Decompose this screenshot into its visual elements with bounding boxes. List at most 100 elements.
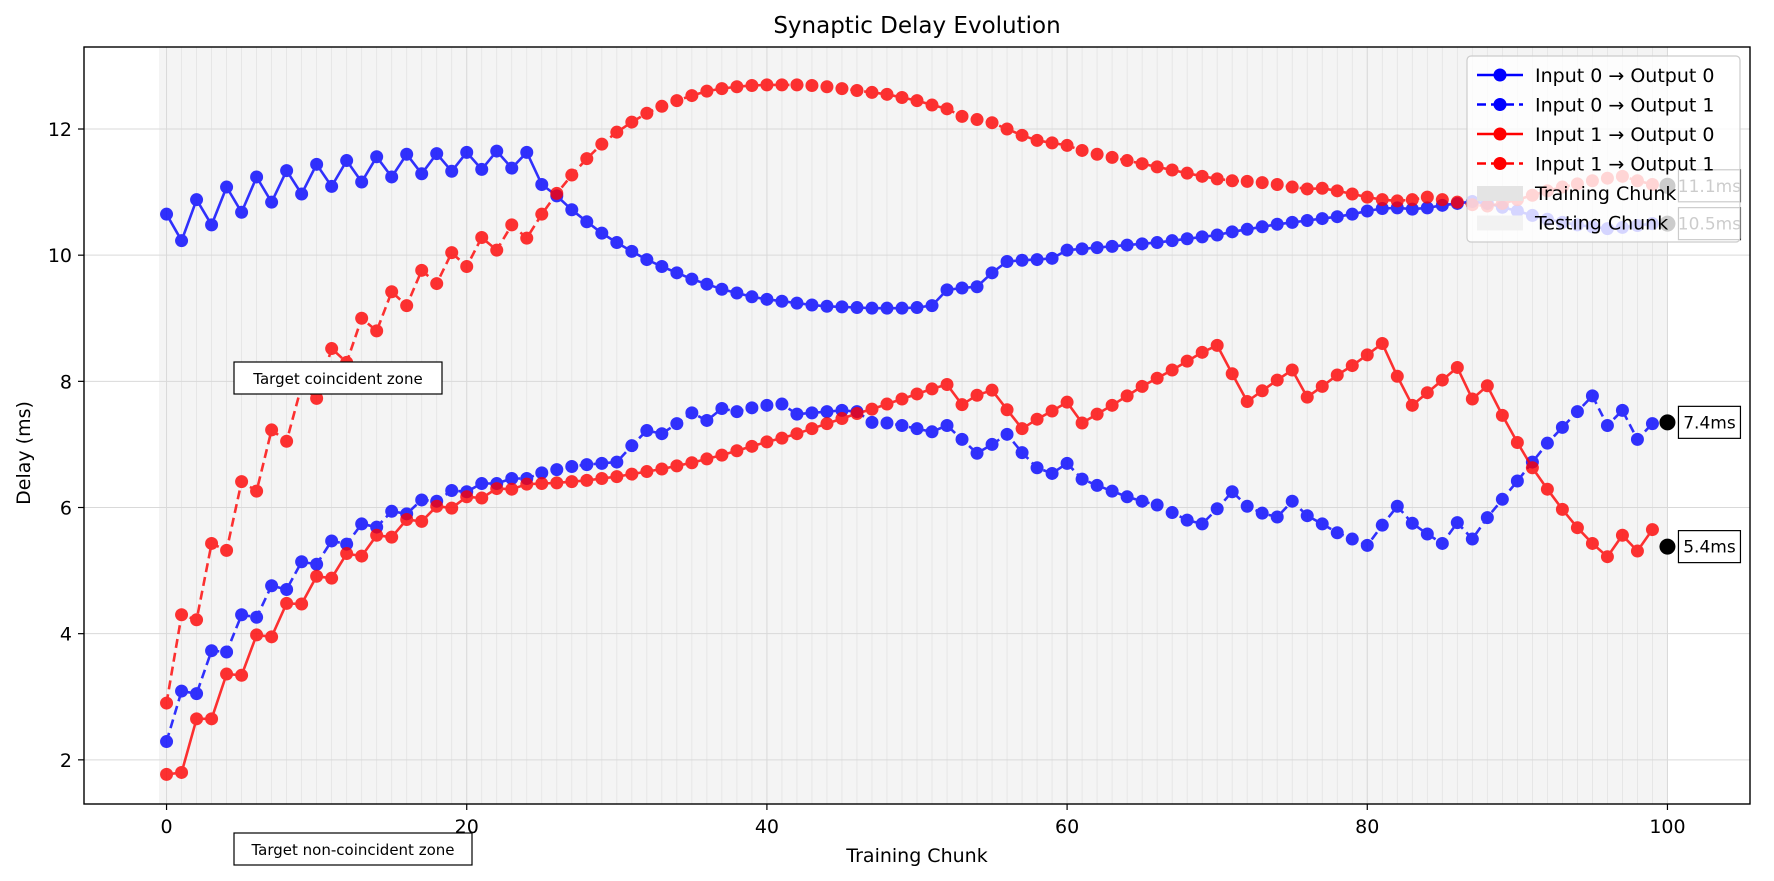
data-point (835, 300, 849, 314)
data-point (700, 413, 714, 427)
data-point (1030, 412, 1044, 426)
data-point (370, 324, 384, 338)
data-point (700, 277, 714, 291)
data-point (1150, 371, 1164, 385)
data-point (1180, 513, 1194, 527)
data-point (1120, 389, 1134, 403)
data-point (220, 667, 234, 681)
data-point (1645, 523, 1659, 537)
data-point (1570, 405, 1584, 419)
data-point (1405, 202, 1419, 216)
data-point (580, 215, 594, 229)
data-point (475, 491, 489, 505)
data-point (910, 301, 924, 315)
series-line (166, 342, 1654, 776)
data-point (535, 466, 549, 480)
data-point (595, 471, 609, 485)
data-point (595, 137, 609, 151)
data-point (175, 608, 189, 622)
data-point (205, 712, 219, 726)
legend-swatch (1477, 186, 1523, 201)
data-point (985, 383, 999, 397)
data-point (460, 145, 474, 159)
data-point (1270, 217, 1284, 231)
data-point (505, 161, 519, 175)
data-point (160, 696, 174, 710)
data-point (1240, 174, 1254, 188)
data-point (370, 150, 384, 164)
data-point (325, 534, 339, 548)
data-point (655, 260, 669, 274)
data-point (1225, 367, 1239, 381)
data-point (190, 193, 204, 207)
data-point (1360, 348, 1374, 362)
data-point (595, 456, 609, 470)
legend-box (1466, 55, 1741, 243)
data-point (265, 630, 279, 644)
data-point (475, 477, 489, 491)
data-point (445, 246, 459, 260)
data-point (1525, 461, 1539, 475)
data-point (610, 236, 624, 250)
legend-label: Input 0 → Output 0 (1535, 65, 1714, 87)
data-point (295, 597, 309, 611)
data-point (475, 231, 489, 245)
data-point (550, 463, 564, 477)
data-point (265, 579, 279, 593)
data-point (655, 462, 669, 476)
data-point (700, 84, 714, 98)
y-tick-label: 12 (48, 119, 72, 141)
data-point (310, 569, 324, 583)
legend-label: Training Chunk (1534, 183, 1676, 205)
data-point (760, 398, 774, 412)
x-tick-label: 0 (161, 816, 173, 838)
data-point (205, 218, 219, 232)
data-point (1405, 398, 1419, 412)
data-point (985, 437, 999, 451)
data-point (385, 530, 399, 544)
data-point (565, 203, 579, 217)
data-point (1090, 407, 1104, 421)
legend-label: Input 0 → Output 1 (1535, 95, 1714, 117)
data-point (490, 482, 504, 496)
legend-label: Input 1 → Output 0 (1535, 124, 1714, 146)
data-point (1105, 150, 1119, 164)
data-point (1210, 338, 1224, 352)
data-point (1075, 143, 1089, 157)
data-point (1450, 360, 1464, 374)
data-point (940, 283, 954, 297)
y-tick-label: 8 (60, 371, 72, 393)
data-point (1405, 193, 1419, 207)
data-point (1030, 133, 1044, 147)
data-point (970, 280, 984, 294)
data-point (580, 152, 594, 166)
data-point (1555, 420, 1569, 434)
data-point (1270, 510, 1284, 524)
data-point (1300, 509, 1314, 523)
data-point (1285, 180, 1299, 194)
legend-marker (1493, 98, 1507, 111)
data-point (865, 402, 879, 416)
data-point (985, 266, 999, 280)
data-point (415, 514, 429, 528)
data-point (955, 398, 969, 412)
data-point (280, 596, 294, 610)
data-point (955, 281, 969, 295)
data-point (805, 422, 819, 436)
data-point (1045, 466, 1059, 480)
final-value-marker (1659, 538, 1676, 555)
data-point (1285, 363, 1299, 377)
data-point (760, 435, 774, 449)
data-point (1345, 187, 1359, 201)
data-point (430, 147, 444, 161)
data-point (820, 299, 834, 313)
data-point (460, 260, 474, 274)
data-point (1375, 336, 1389, 350)
data-point (1195, 169, 1209, 183)
data-point (1375, 518, 1389, 532)
data-point (205, 644, 219, 658)
data-point (1000, 403, 1014, 417)
data-point (595, 226, 609, 240)
data-point (445, 483, 459, 497)
data-point (415, 263, 429, 277)
